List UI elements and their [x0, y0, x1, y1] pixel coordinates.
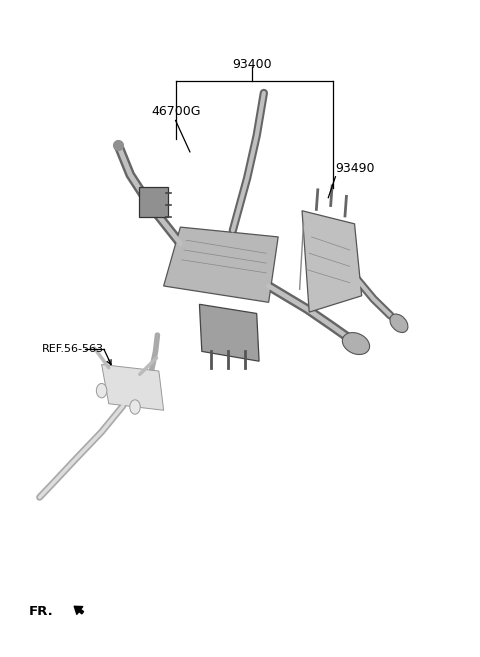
- Text: 93400: 93400: [232, 58, 272, 72]
- Text: FR.: FR.: [29, 604, 54, 618]
- Circle shape: [96, 384, 107, 398]
- Text: 93490: 93490: [336, 162, 375, 175]
- FancyArrowPatch shape: [74, 606, 84, 614]
- Ellipse shape: [342, 332, 370, 355]
- Text: REF.56-563: REF.56-563: [42, 344, 104, 354]
- Ellipse shape: [390, 314, 408, 332]
- Polygon shape: [199, 304, 259, 361]
- Text: 46700G: 46700G: [152, 105, 201, 118]
- Polygon shape: [302, 211, 362, 312]
- Circle shape: [130, 400, 140, 414]
- Polygon shape: [102, 365, 164, 410]
- FancyBboxPatch shape: [139, 187, 168, 217]
- Polygon shape: [164, 227, 278, 302]
